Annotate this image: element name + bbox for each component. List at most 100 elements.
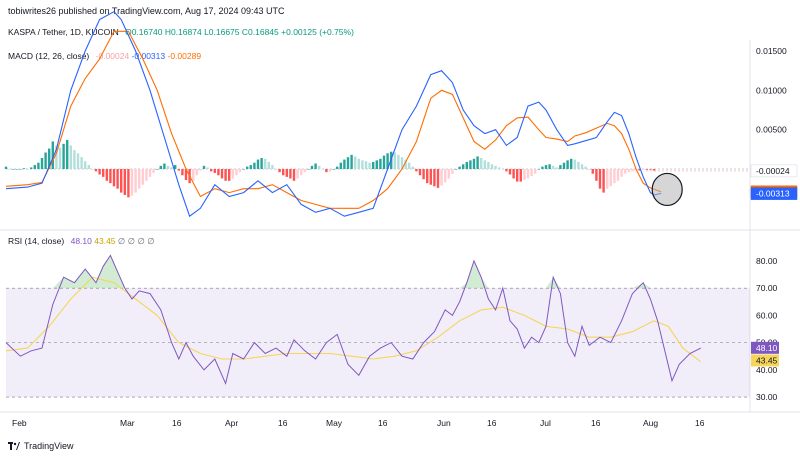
macd-histogram-bar	[130, 169, 134, 196]
macd-histogram-bar	[444, 169, 447, 183]
macd-histogram-bar	[199, 169, 202, 171]
rsi-overbought-fill	[546, 277, 554, 289]
macd-line-value: -0.00313	[131, 51, 166, 61]
macd-histogram-bar	[404, 159, 407, 170]
macd-histogram-bar	[148, 169, 152, 177]
macd-histogram-bar	[33, 165, 36, 170]
macd-histogram-bar	[256, 159, 260, 170]
symbol-legend: KASPA / Tether, 1D, KUCOIN O0.16740 H0.1…	[8, 27, 354, 37]
macd-histogram-bar	[591, 169, 594, 174]
macd-histogram-bar	[177, 169, 180, 171]
macd-histogram-bar	[559, 165, 562, 170]
macd-histogram-bar	[174, 165, 177, 170]
ohlc-close: C0.16845	[241, 27, 279, 37]
macd-histogram-bar	[228, 169, 231, 181]
macd-histogram-bar	[181, 169, 184, 176]
rsi-overbought-fill	[474, 260, 482, 289]
macd-histogram-bar	[37, 162, 40, 170]
macd-histogram-bar	[267, 161, 270, 170]
macd-histogram-bar	[642, 169, 645, 170]
rsi-y-tick-label: 80.00	[756, 256, 778, 266]
macd-histogram-bar	[120, 169, 123, 193]
macd-histogram-bar	[202, 165, 206, 170]
macd-histogram-bar	[379, 158, 382, 170]
time-axis-tick-label: 16	[172, 418, 182, 428]
macd-histogram-bar	[454, 169, 458, 170]
macd-histogram-bar	[278, 169, 281, 173]
macd-histogram-bar	[523, 169, 526, 181]
macd-histogram-bar	[264, 158, 267, 170]
macd-histogram-bar	[343, 159, 346, 170]
macd-histogram-bar	[40, 157, 44, 170]
macd-histogram-bar	[415, 169, 418, 172]
macd-histogram-bar	[12, 169, 15, 170]
footer-brand[interactable]: TradingView	[8, 441, 74, 451]
time-axis-tick-label: 16	[487, 418, 497, 428]
ohlc-low: L0.16675	[204, 27, 240, 37]
macd-histogram-bar	[580, 164, 584, 170]
macd-histogram-bar	[134, 169, 137, 193]
macd-histogram-bar	[8, 169, 11, 170]
macd-histogram-bar	[58, 147, 62, 170]
macd-histogram-bar	[469, 160, 472, 170]
rsi-line	[5, 254, 702, 386]
macd-histogram-bar	[76, 153, 80, 170]
macd-histogram-bar	[400, 157, 404, 170]
rsi-y-tick-label: 40.00	[756, 365, 778, 375]
macd-histogram-bar	[620, 169, 623, 177]
macd-histogram-bar	[325, 169, 328, 173]
macd-histogram-bar	[163, 163, 166, 170]
macd-histogram-bar	[249, 165, 252, 170]
macd-histogram-bar	[98, 169, 101, 175]
time-axis-tick-label: Mar	[120, 418, 135, 428]
macd-histogram-bar	[566, 160, 569, 170]
macd-histogram-bar	[44, 152, 47, 170]
macd-histogram-bar	[588, 169, 591, 170]
macd-histogram-bar	[548, 164, 551, 170]
macd-price-tag-label: -0.00313	[756, 189, 790, 199]
macd-histogram-bar	[336, 166, 339, 170]
rsi-legend-label: RSI (14, close)	[8, 236, 65, 246]
time-axis-tick-label: 16	[591, 418, 601, 428]
macd-histogram-bar	[62, 143, 65, 170]
macd-histogram-bar	[105, 169, 108, 181]
macd-histogram-bar	[51, 141, 54, 170]
macd-histogram-bar	[15, 169, 18, 170]
macd-histogram-bar	[192, 169, 195, 181]
macd-histogram-bar	[397, 154, 400, 170]
macd-signal-value: -0.00289	[167, 51, 202, 61]
macd-histogram-bar	[501, 169, 504, 170]
macd-histogram-bar	[436, 169, 440, 188]
macd-histogram-bar	[645, 169, 648, 170]
macd-histogram-bar	[490, 164, 494, 170]
rsi-y-tick-label: 30.00	[756, 392, 778, 402]
rsi-price-tag	[751, 341, 779, 354]
macd-histogram-bar	[508, 169, 512, 175]
macd-histogram-bar	[292, 169, 296, 181]
macd-price-tag	[750, 187, 798, 200]
macd-histogram-bar	[80, 157, 83, 170]
macd-histogram-bar	[354, 156, 357, 170]
macd-y-tick-label: 0.01000	[756, 85, 787, 95]
macd-histogram-bar	[102, 169, 105, 177]
rsi-legend[interactable]: RSI (14, close) 48.10 43.45 ∅ ∅ ∅ ∅	[8, 236, 155, 247]
macd-histogram-bar	[285, 169, 288, 177]
macd-histogram-bar	[307, 169, 310, 170]
macd-histogram-bar	[116, 169, 119, 189]
macd-legend[interactable]: MACD (12, 26, close) -0.00024 -0.00313 -…	[8, 51, 201, 61]
macd-histogram-bar	[526, 169, 530, 179]
macd-histogram-bar	[66, 139, 69, 170]
macd-histogram-bar	[30, 167, 33, 170]
macd-histogram-bar	[544, 165, 548, 170]
macd-histogram-bar	[472, 158, 476, 170]
macd-histogram-bar	[303, 169, 306, 173]
macd-histogram-bar	[562, 162, 566, 170]
macd-histogram-bar	[141, 169, 144, 185]
macd-histogram-bar	[310, 165, 314, 170]
annotation-circle	[651, 172, 683, 207]
time-axis-tick-label: 16	[695, 418, 705, 428]
macd-histogram-bar	[224, 169, 227, 181]
macd-histogram-bar	[170, 167, 173, 170]
macd-signal-line	[5, 30, 662, 209]
